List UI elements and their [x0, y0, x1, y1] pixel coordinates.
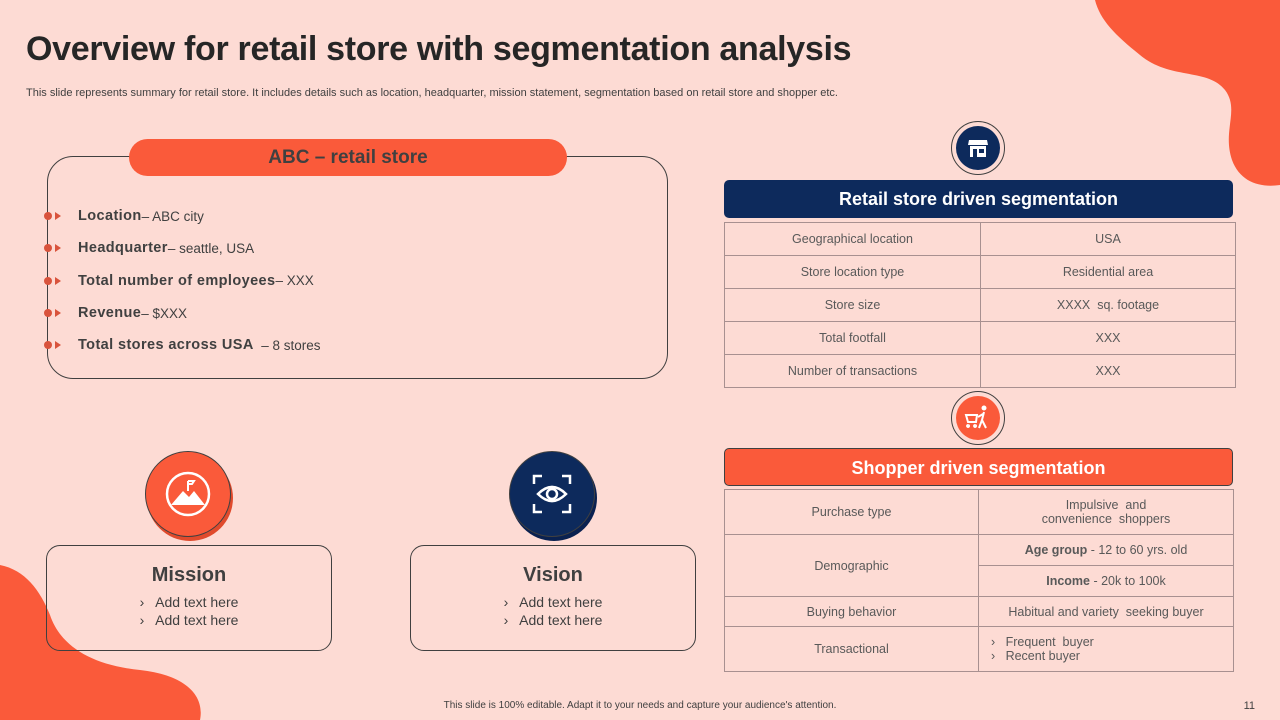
- store-details-list: Location – ABC city Headquarter – seattl…: [44, 200, 321, 361]
- bullet-arrow-icon: [55, 309, 61, 318]
- table-cell: USA: [980, 222, 1236, 256]
- table-cell: XXX: [980, 354, 1236, 388]
- table-cell: Demographic: [724, 534, 979, 597]
- table-cell: Residential area: [980, 255, 1236, 289]
- retail-segmentation-table: Geographical location USA Store location …: [724, 222, 1236, 388]
- mission-icon-circle: [145, 451, 231, 537]
- table-row: Income - 20k to 100k: [725, 565, 1234, 597]
- table-cell: Total footfall: [724, 321, 981, 355]
- item-value: – XXX: [275, 273, 314, 289]
- bullet-dot-icon: [44, 341, 52, 350]
- mission-card: Mission › Add text here › Add text here: [46, 545, 332, 651]
- item-label: Total stores across USA: [78, 337, 254, 354]
- bullet-arrow-icon: [55, 212, 61, 221]
- footer-note: This slide is 100% editable. Adapt it to…: [443, 700, 837, 711]
- page-subtitle: This slide represents summary for retail…: [26, 87, 838, 99]
- vision-title: Vision: [523, 564, 583, 586]
- vision-item: › Add text here: [503, 612, 603, 628]
- income-label: Income: [1046, 574, 1090, 588]
- page-title: Overview for retail store with segmentat…: [26, 30, 852, 68]
- bullet-dot-icon: [44, 309, 52, 318]
- bullet-dot-icon: [44, 212, 52, 221]
- item-label: Revenue: [78, 305, 142, 322]
- list-item: Headquarter – seattle, USA: [44, 232, 321, 264]
- mission-title: Mission: [151, 564, 227, 586]
- table-row: Number of transactions XXX: [724, 354, 1236, 388]
- item-label: Location: [78, 208, 142, 225]
- table-cell: Geographical location: [724, 222, 981, 256]
- table-cell: Income - 20k to 100k: [978, 565, 1234, 597]
- store-icon: [968, 140, 988, 157]
- age-value: - 12 to 60 yrs. old: [1087, 543, 1188, 557]
- store-icon-inner: [956, 126, 1000, 170]
- shopper-segmentation-table: Purchase type Impulsive and convenience sh…: [724, 489, 1234, 672]
- table-cell: Transactional: [724, 626, 979, 672]
- mission-item: › Add text here: [139, 594, 239, 610]
- table-cell: Number of transactions: [724, 354, 981, 388]
- table-cell: Impulsive and convenience shoppers: [978, 489, 1234, 535]
- list-item: Total stores across USA – 8 stores: [44, 329, 321, 361]
- bullet-dot-icon: [44, 244, 52, 253]
- age-label: Age group: [1024, 543, 1088, 557]
- table-cell: XXX: [980, 321, 1236, 355]
- bullet-arrow-icon: [55, 244, 61, 253]
- table-row: Store size XXXX sq. footage: [724, 288, 1236, 322]
- shopping-cart-person-icon: [964, 405, 987, 429]
- eye-focus-icon: [532, 474, 572, 514]
- table-row: Buying behavior Habitual and variety seek…: [724, 596, 1234, 627]
- table-cell: Purchase type: [724, 489, 979, 535]
- vision-icon-circle: [509, 451, 595, 537]
- item-value: – seattle, USA: [167, 240, 255, 256]
- table-cell: Store location type: [724, 255, 981, 289]
- item-value: – $XXX: [141, 305, 188, 321]
- bullet-arrow-icon: [55, 276, 61, 285]
- table-row: Demographic Age group - 12 to 60 yrs. old: [724, 534, 1234, 597]
- table-cell: › Frequent buyer › Recent buyer: [978, 626, 1234, 672]
- table-cell: XXXX sq. footage: [980, 288, 1236, 322]
- vision-card: Vision › Add text here › Add text here: [410, 545, 696, 651]
- table-cell: Buying behavior: [724, 596, 979, 627]
- income-value: - 20k to 100k: [1090, 574, 1166, 588]
- list-item: Total number of employees – XXX: [44, 265, 321, 297]
- table-row: Purchase type Impulsive and convenience sh…: [724, 489, 1234, 535]
- vision-item: › Add text here: [503, 594, 603, 610]
- table-row: Geographical location USA: [724, 222, 1236, 256]
- shopper-icon-inner: [956, 396, 1000, 440]
- table-row: Store location type Residential area: [724, 255, 1236, 289]
- item-label: Total number of employees: [78, 272, 276, 289]
- shopper-icon-circle: [951, 391, 1005, 445]
- cell-line: convenience shoppers: [1041, 512, 1171, 526]
- cell-line: › Frequent buyer: [991, 635, 1094, 649]
- table-row: Transactional › Frequent buyer › Recent bu…: [724, 626, 1234, 672]
- store-title: ABC – retail store: [129, 139, 567, 176]
- page-number: 11: [1243, 700, 1255, 712]
- table-cell: Age group - 12 to 60 yrs. old: [978, 534, 1234, 566]
- item-label: Headquarter: [78, 240, 168, 257]
- item-value: – 8 stores: [253, 337, 321, 353]
- bullet-dot-icon: [44, 276, 52, 285]
- cell-line: › Recent buyer: [991, 649, 1080, 663]
- mission-item: › Add text here: [139, 612, 239, 628]
- mountain-flag-icon: [165, 471, 211, 517]
- bullet-arrow-icon: [55, 341, 61, 350]
- list-item: Location – ABC city: [44, 200, 321, 232]
- decorative-blob-top-right: [1095, 0, 1280, 186]
- store-icon-circle: [951, 121, 1005, 175]
- table-cell: Habitual and variety seeking buyer: [978, 596, 1234, 627]
- retail-segmentation-header: Retail store driven segmentation: [724, 180, 1233, 218]
- table-row: Total footfall XXX: [724, 321, 1236, 355]
- decorative-blob-bottom-left: [0, 565, 201, 720]
- table-cell: Store size: [724, 288, 981, 322]
- cell-line: Impulsive and: [1065, 498, 1147, 512]
- item-value: – ABC city: [141, 208, 204, 224]
- shopper-segmentation-header: Shopper driven segmentation: [724, 448, 1233, 486]
- list-item: Revenue – $XXX: [44, 297, 321, 329]
